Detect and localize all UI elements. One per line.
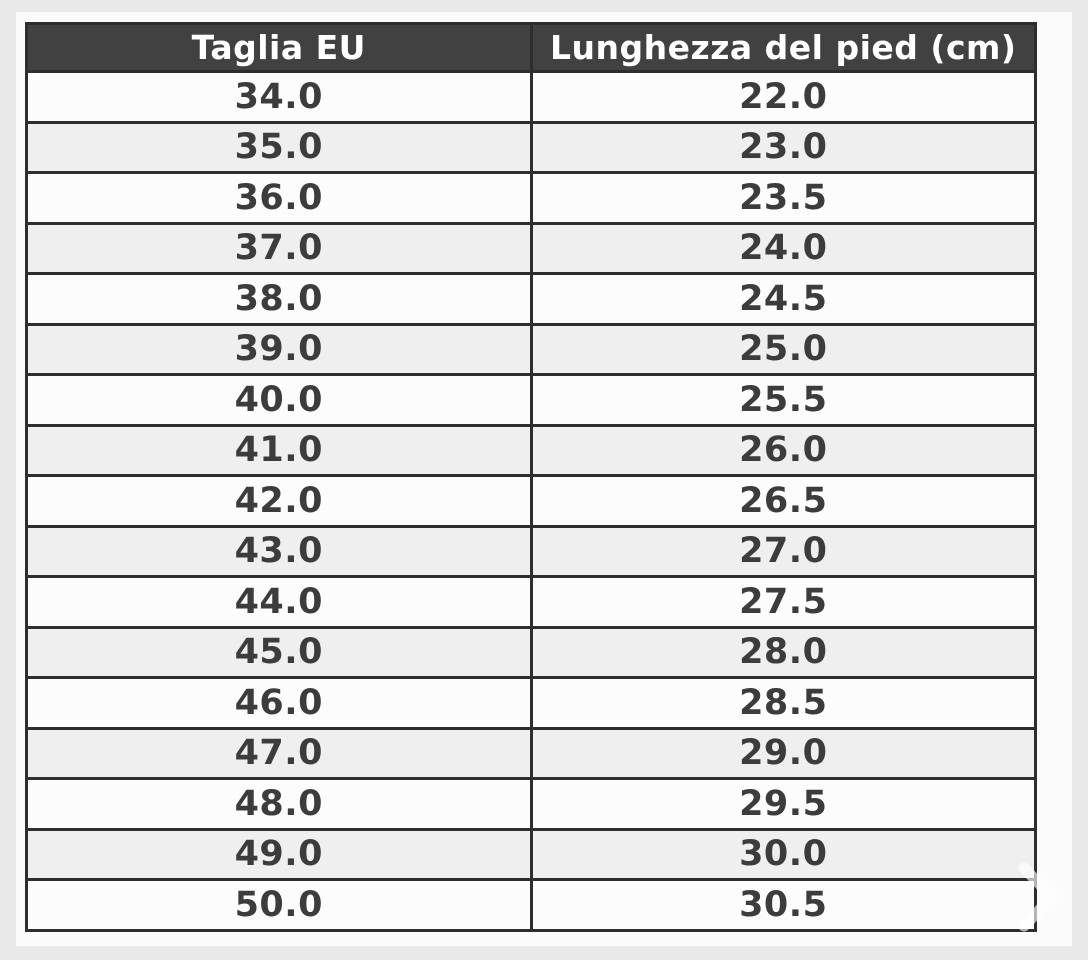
column-header-taglia-eu: Taglia EU [25, 22, 533, 73]
table-cell: 47.0 [25, 726, 533, 780]
table-header-row: Taglia EU Lunghezza del pied (cm) [25, 22, 1037, 73]
table-cell: 29.5 [529, 777, 1037, 831]
table-cell: 46.0 [25, 676, 533, 730]
table-row: 45.0 28.0 [25, 625, 1037, 679]
table-cell: 40.0 [25, 373, 533, 427]
table-cell: 43.0 [25, 524, 533, 578]
table-cell: 22.0 [529, 70, 1037, 124]
table-cell: 30.5 [529, 878, 1037, 932]
table-cell: 36.0 [25, 171, 533, 225]
table-cell: 37.0 [25, 221, 533, 275]
table-cell: 49.0 [25, 827, 533, 881]
table-body: 34.0 22.0 35.0 23.0 36.0 23.5 37.0 24.0 38.0 24.5… [25, 70, 1037, 932]
table-cell: 48.0 [25, 777, 533, 831]
table-cell: 23.5 [529, 171, 1037, 225]
table-row: 38.0 24.5 [25, 272, 1037, 326]
table-row: 48.0 29.5 [25, 777, 1037, 831]
table-cell: 44.0 [25, 575, 533, 629]
table-cell: 30.0 [529, 827, 1037, 881]
table-row: 39.0 25.0 [25, 322, 1037, 376]
table-cell: 24.0 [529, 221, 1037, 275]
table-row: 37.0 24.0 [25, 221, 1037, 275]
column-header-lunghezza-pied: Lunghezza del pied (cm) [529, 22, 1037, 73]
table-cell: 24.5 [529, 272, 1037, 326]
table-cell: 28.0 [529, 625, 1037, 679]
table-cell: 50.0 [25, 878, 533, 932]
table-cell: 41.0 [25, 423, 533, 477]
table-cell: 34.0 [25, 70, 533, 124]
table-cell: 23.0 [529, 120, 1037, 174]
table-cell: 25.5 [529, 373, 1037, 427]
table-row: 49.0 30.0 [25, 827, 1037, 881]
table-header: Taglia EU Lunghezza del pied (cm) [25, 22, 1037, 73]
table-row: 42.0 26.5 [25, 474, 1037, 528]
table-cell: 35.0 [25, 120, 533, 174]
table-cell: 42.0 [25, 474, 533, 528]
table-cell: 26.5 [529, 474, 1037, 528]
table-cell: 26.0 [529, 423, 1037, 477]
table-row: 43.0 27.0 [25, 524, 1037, 578]
table-row: 40.0 25.5 [25, 373, 1037, 427]
table-row: 50.0 30.5 [25, 878, 1037, 932]
size-conversion-table: Taglia EU Lunghezza del pied (cm) 34.0 22… [25, 22, 1037, 932]
table-cell: 29.0 [529, 726, 1037, 780]
table-cell: 27.5 [529, 575, 1037, 629]
table-row: 47.0 29.0 [25, 726, 1037, 780]
table-cell: 38.0 [25, 272, 533, 326]
table-row: 35.0 23.0 [25, 120, 1037, 174]
table-row: 41.0 26.0 [25, 423, 1037, 477]
table-row: 46.0 28.5 [25, 676, 1037, 730]
table-row: 44.0 27.5 [25, 575, 1037, 629]
table-cell: 25.0 [529, 322, 1037, 376]
table-row: 36.0 23.5 [25, 171, 1037, 225]
table-cell: 27.0 [529, 524, 1037, 578]
table-cell: 45.0 [25, 625, 533, 679]
next-arrow-icon[interactable] [1016, 862, 1060, 932]
table-cell: 28.5 [529, 676, 1037, 730]
table-cell: 39.0 [25, 322, 533, 376]
table-row: 34.0 22.0 [25, 70, 1037, 124]
